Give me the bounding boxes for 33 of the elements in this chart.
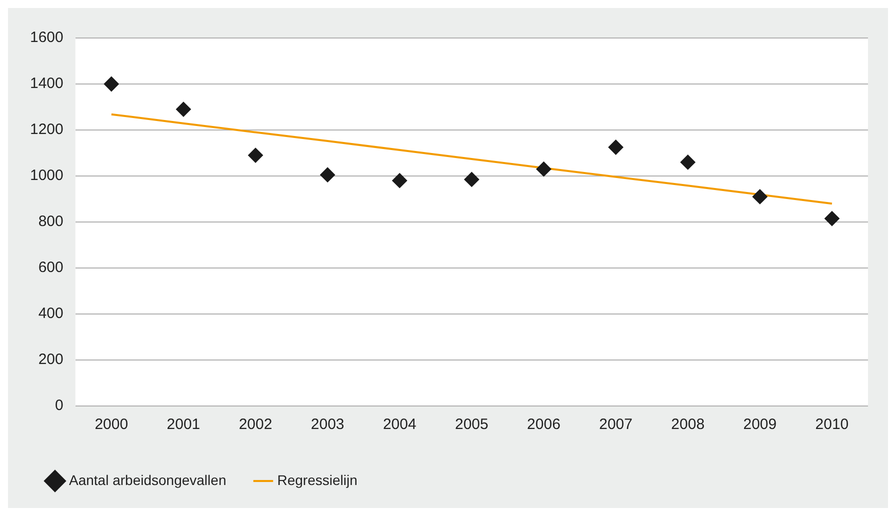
x-tick-label: 2010 xyxy=(815,416,849,434)
x-tick-label: 2003 xyxy=(310,416,344,434)
y-tick-label: 200 xyxy=(38,351,64,368)
y-tick-label: 0 xyxy=(55,397,64,414)
point xyxy=(824,211,840,226)
x-tick-label: 2004 xyxy=(382,416,416,434)
y-tick-label: 400 xyxy=(38,305,64,322)
point xyxy=(752,189,768,204)
x-tick-label: 2000 xyxy=(94,416,128,434)
legend-label: Aantal arbeidsongevallen xyxy=(69,472,226,488)
y-tick-label: 600 xyxy=(38,259,64,276)
x-tick-label: 2002 xyxy=(238,416,272,434)
x-tick-label: 2009 xyxy=(743,416,777,434)
point xyxy=(680,154,696,170)
point xyxy=(536,162,552,177)
point xyxy=(608,140,624,155)
y-tick-label: 1400 xyxy=(30,75,64,92)
point xyxy=(392,173,408,188)
point xyxy=(248,148,264,163)
y-tick-label: 1600 xyxy=(30,29,64,46)
x-tick-label: 2008 xyxy=(671,416,705,434)
y-tick-label: 1200 xyxy=(30,121,64,138)
x-tick-label: 2007 xyxy=(599,416,632,434)
point xyxy=(104,76,119,92)
y-tick-label: 1000 xyxy=(30,167,64,184)
x-tick-label: 2001 xyxy=(166,416,200,434)
point xyxy=(176,102,191,117)
x-tick-label: 2005 xyxy=(454,416,488,434)
x-tick-label: 2006 xyxy=(527,416,560,434)
legend-label: Regressielijn xyxy=(277,472,358,488)
point xyxy=(320,167,336,182)
point xyxy=(464,172,480,187)
y-tick-label: 800 xyxy=(38,213,64,230)
